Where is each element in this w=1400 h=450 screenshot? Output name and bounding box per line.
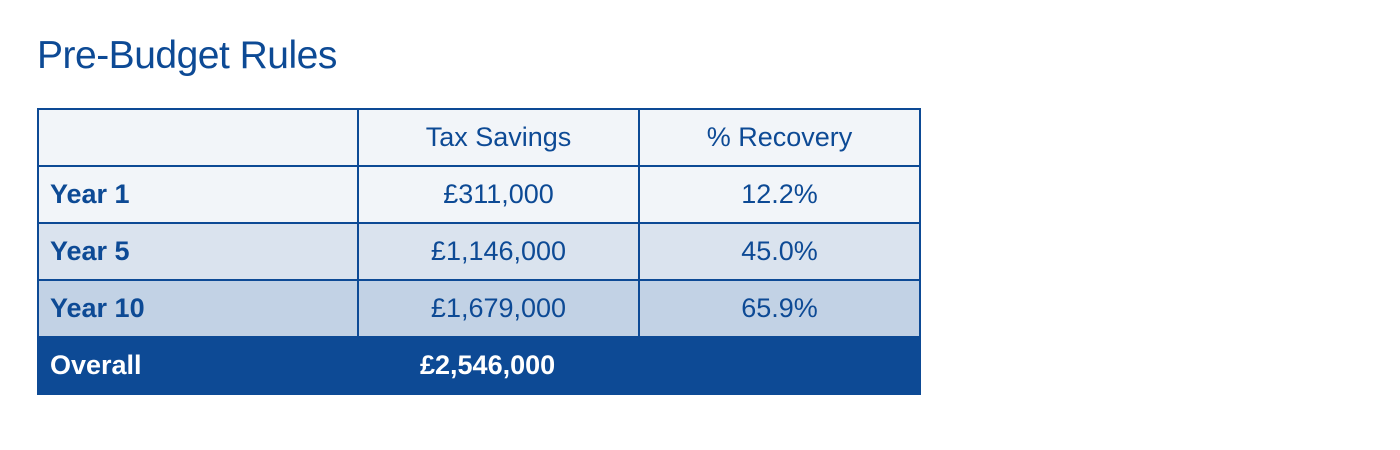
total-recovery bbox=[638, 336, 921, 395]
row-label: Year 5 bbox=[37, 222, 359, 281]
recovery-cell: 12.2% bbox=[638, 165, 921, 224]
tax-savings-cell: £1,146,000 bbox=[357, 222, 640, 281]
table-header-row: Tax Savings % Recovery bbox=[37, 108, 921, 167]
table-row: Year 10 £1,679,000 65.9% bbox=[37, 279, 921, 338]
total-tax-savings: £2,546,000 bbox=[357, 336, 640, 395]
tax-savings-cell: £311,000 bbox=[357, 165, 640, 224]
table-row: Year 5 £1,146,000 45.0% bbox=[37, 222, 921, 281]
recovery-cell: 45.0% bbox=[638, 222, 921, 281]
tax-savings-cell: £1,679,000 bbox=[357, 279, 640, 338]
total-row: Overall £2,546,000 bbox=[37, 336, 921, 395]
row-label: Year 1 bbox=[37, 165, 359, 224]
data-table: Tax Savings % Recovery Year 1 £311,000 1… bbox=[37, 108, 921, 395]
header-cell-tax-savings: Tax Savings bbox=[357, 108, 640, 167]
recovery-cell: 65.9% bbox=[638, 279, 921, 338]
header-cell-recovery: % Recovery bbox=[638, 108, 921, 167]
table-row: Year 1 £311,000 12.2% bbox=[37, 165, 921, 224]
row-label: Year 10 bbox=[37, 279, 359, 338]
page-title: Pre-Budget Rules bbox=[37, 34, 337, 77]
total-label: Overall bbox=[37, 336, 359, 395]
header-cell-label bbox=[37, 108, 359, 167]
